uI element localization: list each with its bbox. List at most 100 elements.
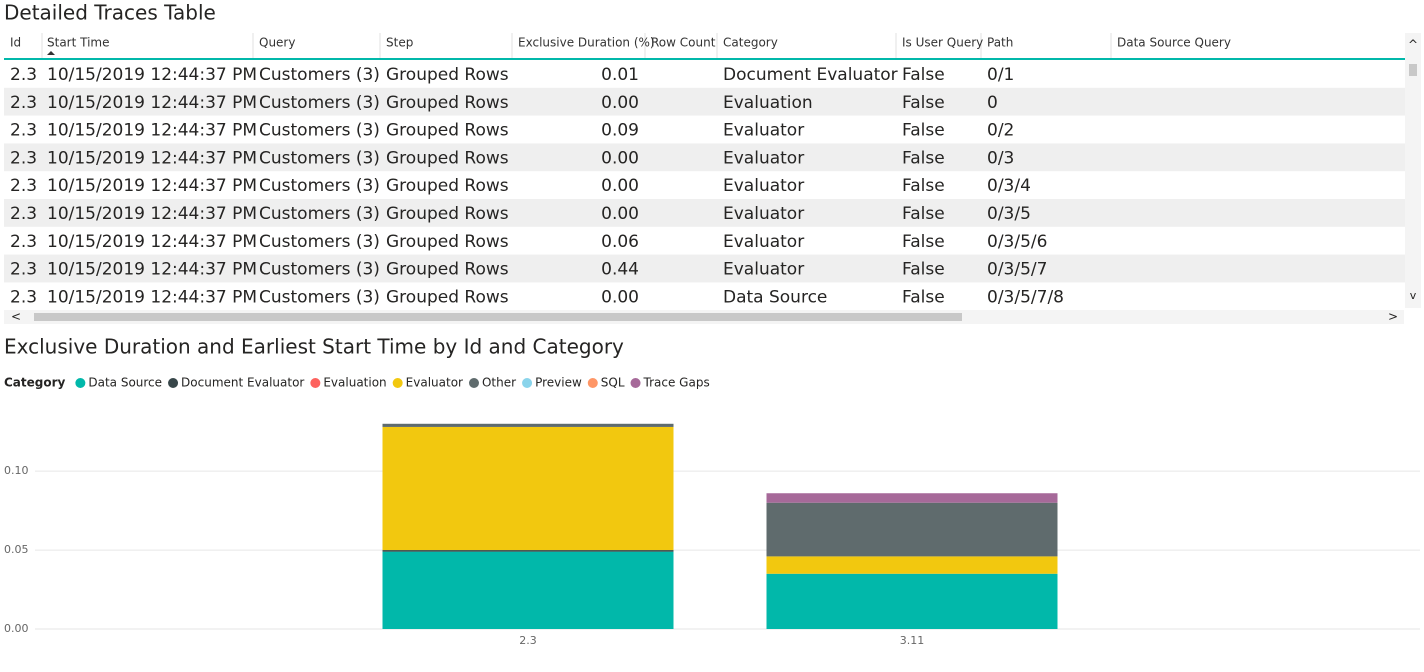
table-cell: Data Source — [723, 287, 827, 307]
table-cell: Grouped Rows — [386, 93, 509, 113]
bar-segment — [766, 502, 1058, 557]
bar-segment — [382, 551, 674, 629]
table-cell: 0/3/5 — [987, 204, 1031, 224]
table-cell: False — [902, 65, 945, 85]
legend-swatch — [468, 378, 479, 388]
table-cell: False — [902, 121, 945, 141]
column-header: Exclusive Duration (%) — [518, 36, 655, 50]
table-cell: 10/15/2019 12:44:37 PM — [47, 148, 257, 168]
table-cell: False — [902, 260, 945, 280]
table-cell: 0/3/5/6 — [987, 232, 1047, 252]
scroll-down[interactable]: v — [1410, 289, 1417, 302]
table-cell: 0/2 — [987, 121, 1014, 141]
table-cell: 0/1 — [987, 65, 1014, 85]
table-cell: Evaluator — [723, 232, 804, 252]
table-cell: False — [902, 232, 945, 252]
column-header: Query — [259, 36, 295, 50]
y-tick-label: 0.00 — [4, 622, 29, 635]
table-cell: Grouped Rows — [386, 260, 509, 280]
table-cell: 2.3 — [10, 148, 37, 168]
table-cell: Grouped Rows — [386, 148, 509, 168]
table-cell: 2.3 — [10, 93, 37, 113]
legend-label: Other — [482, 376, 516, 390]
table-cell: Customers (3) — [259, 232, 380, 252]
table-cell: Customers (3) — [259, 287, 380, 307]
table-cell: Evaluation — [723, 93, 813, 113]
y-tick-label: 0.10 — [4, 464, 29, 477]
table-cell: 2.3 — [10, 176, 37, 196]
table-cell: 2.3 — [10, 287, 37, 307]
table-cell: Evaluator — [723, 260, 804, 280]
legend-label: Preview — [535, 376, 582, 390]
legend-label: Data Source — [88, 376, 162, 390]
table-cell: False — [902, 148, 945, 168]
table-cell: Customers (3) — [259, 176, 380, 196]
table-cell: 0 — [987, 93, 998, 113]
table-cell: 0.44 — [601, 260, 639, 280]
y-tick-label: 0.05 — [4, 543, 29, 556]
table-cell: 0.00 — [601, 93, 639, 113]
column-header: Id — [10, 36, 21, 50]
column-header: Data Source Query — [1117, 36, 1231, 50]
table-cell: Customers (3) — [259, 65, 380, 85]
bar-segment — [382, 423, 674, 427]
table-cell: 2.3 — [10, 204, 37, 224]
table-cell: Customers (3) — [259, 148, 380, 168]
column-header: Is User Query — [902, 36, 983, 50]
legend: Category Data Source Document Evaluator Eva… — [4, 376, 710, 390]
table-cell: 2.3 — [10, 121, 37, 141]
table-cell: 10/15/2019 12:44:37 PM — [47, 121, 257, 141]
table-cell: Customers (3) — [259, 260, 380, 280]
bar-segment — [382, 426, 674, 551]
bar-segment — [382, 550, 674, 552]
scroll-left[interactable]: < — [11, 310, 21, 324]
table-cell: 2.3 — [10, 65, 37, 85]
table-cell: 10/15/2019 12:44:37 PM — [47, 176, 257, 196]
column-header: Step — [386, 36, 413, 50]
legend-label: Document Evaluator — [181, 376, 304, 390]
table-cell: Customers (3) — [259, 93, 380, 113]
chart-title: Exclusive Duration and Earliest Start Ti… — [4, 335, 624, 359]
column-header: Category — [723, 36, 778, 50]
row-band — [4, 199, 1405, 227]
v-scroll-thumb[interactable] — [1409, 64, 1417, 76]
table-cell: 0/3 — [987, 148, 1014, 168]
table-cell: Grouped Rows — [386, 121, 509, 141]
table-cell: 10/15/2019 12:44:37 PM — [47, 93, 257, 113]
table-cell: 0.00 — [601, 287, 639, 307]
table-cell: 0/3/5/7 — [987, 260, 1047, 280]
v-scrollbar[interactable] — [1405, 33, 1421, 308]
table-cell: 0.09 — [601, 121, 639, 141]
table-cell: 10/15/2019 12:44:37 PM — [47, 204, 257, 224]
table: Id Start Time Query Step Exclusive Duration … — [4, 33, 1405, 307]
column-header: Start Time — [47, 36, 110, 50]
table-cell: 10/15/2019 12:44:37 PM — [47, 65, 257, 85]
x-tick-label: 3.11 — [900, 634, 925, 647]
sort-arrow[interactable] — [47, 51, 55, 55]
legend-title: Category — [4, 376, 66, 390]
scroll-right[interactable]: > — [1388, 310, 1398, 324]
row-band — [4, 87, 1405, 116]
table-cell: Grouped Rows — [386, 287, 509, 307]
chart: 0.00 0.05 0.10 2.3 3.11 — [4, 423, 1420, 647]
table-cell: 10/15/2019 12:44:37 PM — [47, 260, 257, 280]
legend-swatch — [75, 378, 86, 388]
table-cell: 0.00 — [601, 176, 639, 196]
table-cell: False — [902, 287, 945, 307]
table-cell: Evaluator — [723, 204, 804, 224]
legend-swatch — [168, 378, 179, 388]
table-cell: Document Evaluator — [723, 65, 898, 85]
legend-swatch — [630, 378, 641, 388]
legend-label: SQL — [601, 376, 625, 390]
table-cell: 0.06 — [601, 232, 639, 252]
row-band — [4, 143, 1405, 172]
table-cell: 10/15/2019 12:44:37 PM — [47, 287, 257, 307]
legend-swatch — [587, 378, 598, 388]
table-cell: Grouped Rows — [386, 176, 509, 196]
h-scroll-thumb[interactable] — [34, 313, 962, 321]
table-cell: False — [902, 93, 945, 113]
legend-swatch — [392, 378, 403, 388]
bar-segment — [766, 556, 1058, 574]
scroll-up[interactable]: ^ — [1408, 38, 1418, 52]
